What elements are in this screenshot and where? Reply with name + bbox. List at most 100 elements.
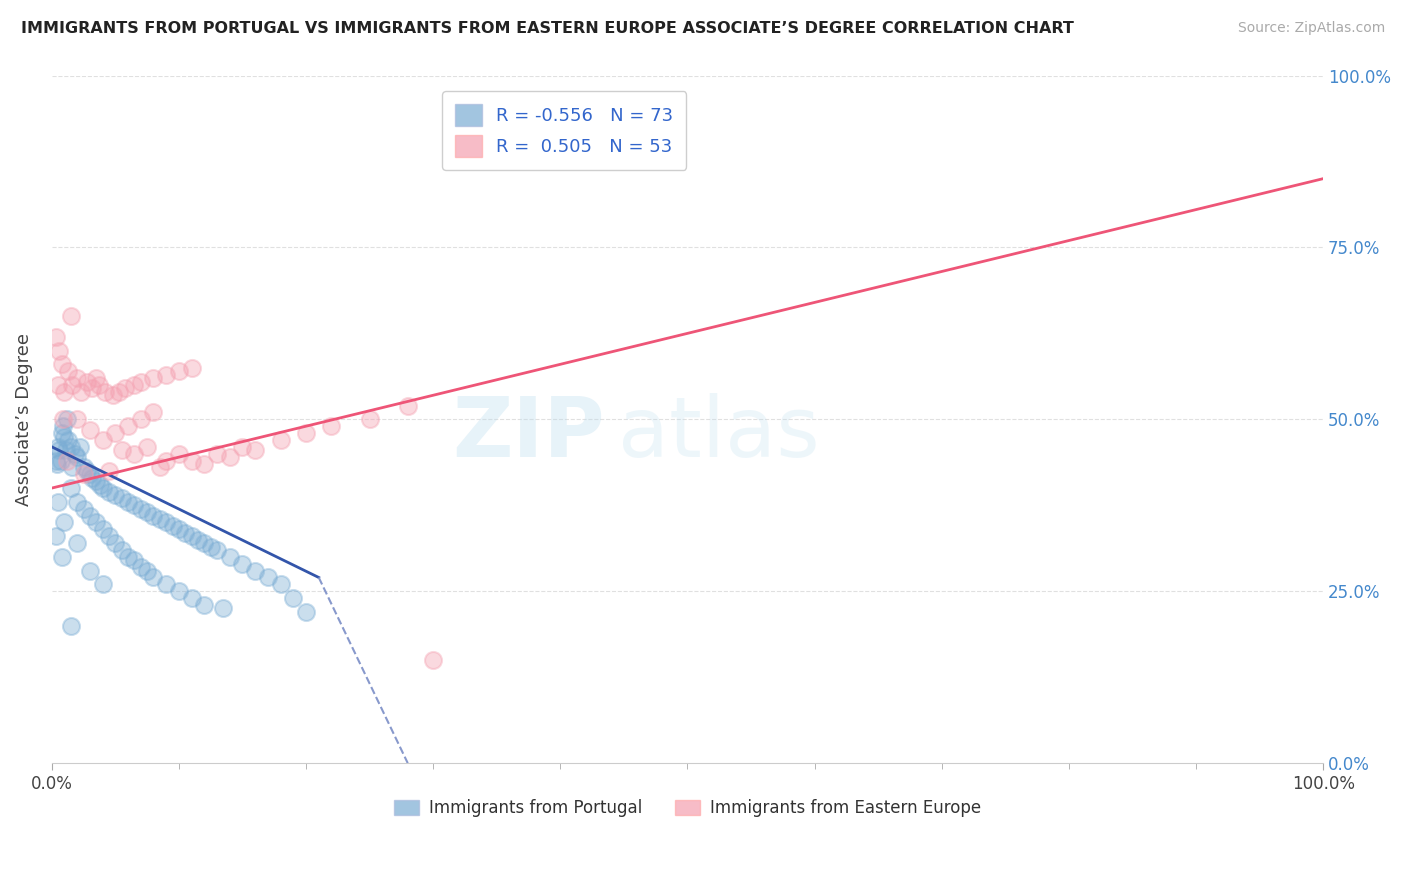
- Point: [243, 564, 266, 578]
- Point: [136, 564, 159, 578]
- Point: [129, 412, 152, 426]
- Point: [69, 440, 91, 454]
- Point: [97, 529, 120, 543]
- Point: [70, 384, 93, 399]
- Text: IMMIGRANTS FROM PORTUGAL VS IMMIGRANTS FROM EASTERN EUROPE ASSOCIATE’S DEGREE CO: IMMIGRANTS FROM PORTUGAL VS IMMIGRANTS F…: [21, 21, 1074, 37]
- Point: [136, 505, 159, 519]
- Point: [295, 426, 318, 441]
- Point: [270, 433, 292, 447]
- Point: [155, 368, 177, 382]
- Point: [87, 378, 110, 392]
- Legend: Immigrants from Portugal, Immigrants from Eastern Europe: Immigrants from Portugal, Immigrants fro…: [387, 792, 988, 823]
- Point: [51, 549, 73, 564]
- Point: [212, 601, 235, 615]
- Point: [56, 453, 79, 467]
- Point: [167, 364, 190, 378]
- Point: [142, 371, 165, 385]
- Text: Source: ZipAtlas.com: Source: ZipAtlas.com: [1237, 21, 1385, 36]
- Point: [58, 364, 80, 378]
- Point: [257, 570, 280, 584]
- Point: [174, 525, 197, 540]
- Point: [180, 591, 202, 606]
- Point: [162, 519, 184, 533]
- Point: [48, 443, 70, 458]
- Point: [187, 533, 209, 547]
- Point: [72, 460, 94, 475]
- Point: [91, 522, 114, 536]
- Point: [129, 560, 152, 574]
- Point: [422, 653, 444, 667]
- Point: [136, 440, 159, 454]
- Point: [59, 440, 82, 454]
- Point: [155, 577, 177, 591]
- Point: [142, 405, 165, 419]
- Point: [46, 378, 69, 392]
- Point: [270, 577, 292, 591]
- Point: [46, 495, 69, 509]
- Point: [218, 549, 240, 564]
- Point: [79, 508, 101, 523]
- Point: [63, 447, 86, 461]
- Point: [51, 426, 73, 441]
- Point: [91, 577, 114, 591]
- Point: [124, 447, 146, 461]
- Point: [283, 591, 305, 606]
- Point: [72, 501, 94, 516]
- Point: [60, 460, 83, 475]
- Point: [45, 457, 67, 471]
- Y-axis label: Associate’s Degree: Associate’s Degree: [15, 333, 32, 506]
- Point: [180, 453, 202, 467]
- Point: [117, 495, 139, 509]
- Point: [111, 443, 134, 458]
- Point: [124, 553, 146, 567]
- Point: [66, 371, 89, 385]
- Point: [49, 453, 72, 467]
- Point: [58, 433, 80, 447]
- Point: [104, 426, 127, 441]
- Point: [66, 450, 89, 464]
- Point: [72, 467, 94, 482]
- Point: [193, 598, 215, 612]
- Point: [82, 471, 104, 485]
- Point: [117, 419, 139, 434]
- Point: [295, 605, 318, 619]
- Point: [52, 412, 75, 426]
- Point: [359, 412, 381, 426]
- Point: [155, 453, 177, 467]
- Point: [231, 440, 253, 454]
- Point: [79, 564, 101, 578]
- Point: [45, 529, 67, 543]
- Point: [84, 474, 107, 488]
- Point: [243, 443, 266, 458]
- Point: [104, 488, 127, 502]
- Point: [76, 375, 98, 389]
- Point: [124, 378, 146, 392]
- Point: [66, 536, 89, 550]
- Point: [84, 516, 107, 530]
- Point: [97, 464, 120, 478]
- Point: [91, 481, 114, 495]
- Point: [231, 557, 253, 571]
- Point: [45, 330, 67, 344]
- Point: [117, 549, 139, 564]
- Point: [94, 384, 117, 399]
- Point: [53, 384, 76, 399]
- Point: [104, 536, 127, 550]
- Point: [124, 498, 146, 512]
- Text: ZIP: ZIP: [453, 392, 605, 474]
- Point: [149, 460, 172, 475]
- Point: [167, 447, 190, 461]
- Point: [101, 388, 124, 402]
- Point: [108, 384, 131, 399]
- Point: [167, 584, 190, 599]
- Point: [180, 360, 202, 375]
- Point: [114, 381, 136, 395]
- Point: [129, 375, 152, 389]
- Point: [52, 419, 75, 434]
- Point: [111, 543, 134, 558]
- Point: [200, 540, 222, 554]
- Point: [205, 543, 228, 558]
- Point: [60, 378, 83, 392]
- Point: [59, 481, 82, 495]
- Point: [205, 447, 228, 461]
